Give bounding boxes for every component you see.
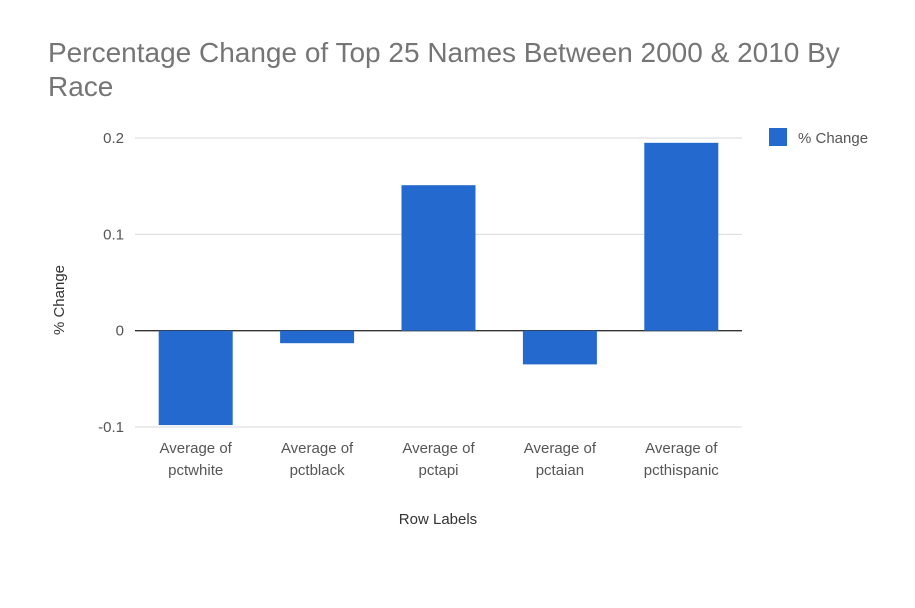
- x-tick-label: Average of pctapi: [402, 440, 475, 479]
- bar: [644, 142, 719, 331]
- bar: [522, 330, 597, 365]
- x-axis-label: Row Labels: [399, 511, 477, 528]
- legend-swatch: [769, 128, 787, 146]
- y-tick-label: 0.2: [103, 130, 124, 147]
- y-tick-label: 0: [116, 323, 124, 340]
- x-tick-label: Average of pctblack: [281, 440, 354, 479]
- y-tick-label: 0.1: [103, 226, 124, 243]
- bar: [280, 330, 355, 344]
- chart-title: Percentage Change of Top 25 Names Betwee…: [48, 37, 840, 102]
- x-tick-label: Average of pcthispanic: [644, 440, 720, 479]
- bar: [158, 330, 233, 426]
- x-tick-label: Average of pctaian: [524, 440, 597, 479]
- bar: [401, 185, 476, 331]
- legend-label: % Change: [798, 130, 868, 147]
- x-tick-label: Average of pctwhite: [160, 440, 233, 479]
- y-axis-label: % Change: [51, 265, 68, 335]
- y-tick-label: -0.1: [98, 419, 124, 436]
